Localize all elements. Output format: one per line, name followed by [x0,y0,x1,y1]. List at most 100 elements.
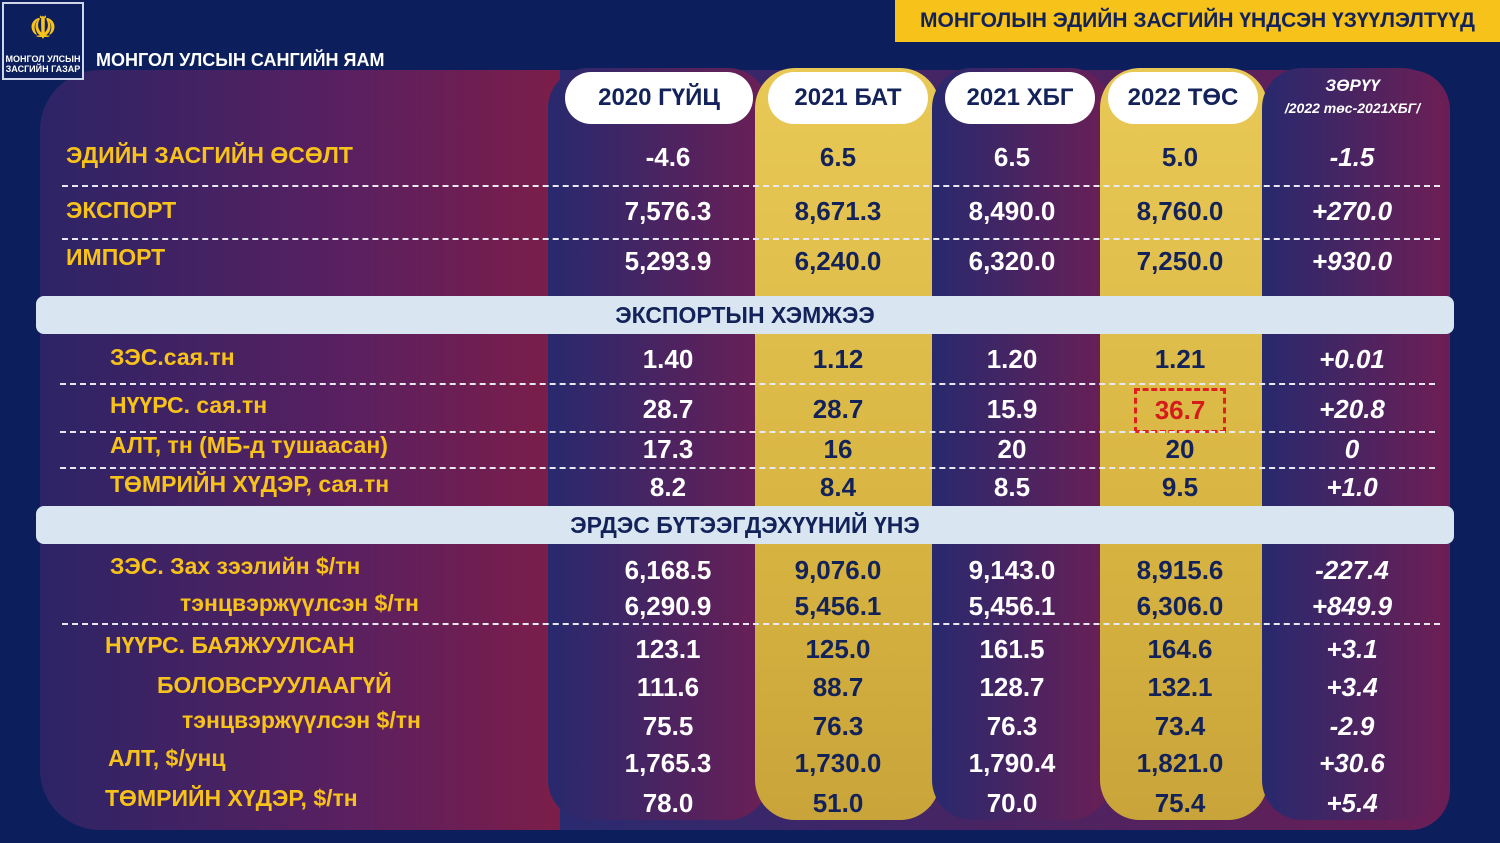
row-label: ЗЭС.сая.тн [110,344,235,370]
cell-value: 8.5 [993,472,1031,502]
cell-value: 5,293.9 [624,246,712,276]
cell-value: 1.40 [642,344,694,374]
row-divider [62,623,1440,625]
row-label: АЛТ, $/унц [108,745,226,771]
header-2022-tos: 2022 ТӨС [1108,72,1258,124]
ministry-name: МОНГОЛ УЛСЫН САНГИЙН ЯАМ [96,50,385,70]
row-label: АЛТ, тн (МБ-д тушаасан) [110,432,388,458]
cell-value: 161.5 [979,634,1045,664]
cell-value: 6.5 [993,142,1031,172]
cell-value: 8.4 [819,472,857,502]
cell-value: 9,076.0 [794,555,882,585]
diff-value: +5.4 [1326,788,1378,818]
cell-value: 73.4 [1154,711,1206,741]
cell-value: 51.0 [812,788,864,818]
cell-value: 16 [823,434,853,464]
row-divider [60,467,1435,469]
row-label: НҮҮРС. сая.тн [110,392,268,418]
column-2020 [548,68,768,820]
cell-value: 78.0 [642,788,694,818]
diff-title: ЗӨРҮҮ [1325,76,1380,95]
cell-value: 1,765.3 [624,748,712,778]
diff-value: +1.0 [1326,472,1378,502]
diff-subtitle: /2022 төс-2021ХБГ/ [1284,100,1421,116]
cell-value: -4.6 [645,142,691,172]
diff-value: +3.1 [1326,634,1378,664]
row-label: ТӨМРИЙН ХҮДЭР, сая.тн [110,471,390,497]
cell-value: 8.2 [649,472,687,502]
row-label: тэнцвэржүүлсэн $/тн [180,590,419,616]
row-label: ЭДИЙН ЗАСГИЙН ӨСӨЛТ [66,142,353,168]
cell-value: 20 [1165,434,1195,464]
cell-value: 75.4 [1154,788,1206,818]
cell-value: 76.3 [812,711,864,741]
cell-value: 6,320.0 [968,246,1056,276]
cell-value: 6,306.0 [1136,591,1224,621]
diff-value: +20.8 [1319,394,1385,424]
cell-value: 5.0 [1161,142,1199,172]
cell-value: 70.0 [986,788,1038,818]
cell-value: 1,790.4 [968,748,1056,778]
cell-value: 7,250.0 [1136,246,1224,276]
cell-value: 36.7 [1134,388,1226,433]
row-divider [62,238,1440,240]
cell-value: 1.21 [1154,344,1206,374]
cell-value: 132.1 [1147,672,1213,702]
row-label: ИМПОРТ [66,244,166,270]
cell-value: 8,915.6 [1136,555,1224,585]
diff-header: ЗӨРҮҮ /2022 төс-2021ХБГ/ [1265,76,1440,116]
cell-value: 164.6 [1147,634,1213,664]
diff-value: +930.0 [1311,246,1393,276]
cell-value: 20 [997,434,1027,464]
row-label: ТӨМРИЙН ХҮДЭР, $/тн [105,785,358,811]
diff-value: -227.4 [1315,555,1389,585]
cell-value: 1.20 [986,344,1038,374]
header-2021-hbg: 2021 ХБГ [945,72,1095,124]
cell-value: 8,490.0 [968,196,1056,226]
cell-value: 128.7 [979,672,1045,702]
cell-value: 111.6 [636,672,700,702]
government-logo: ☫ МОНГОЛ УЛСЫН ЗАСГИЙН ГАЗАР [2,2,84,80]
column-diff [1262,68,1442,820]
soyombo-icon: ☫ [29,12,57,45]
diff-value: +30.6 [1319,748,1385,778]
row-divider [60,431,1435,433]
diff-value: +3.4 [1326,672,1378,702]
cell-value: 1,821.0 [1136,748,1224,778]
row-label: НҮҮРС. БАЯЖУУЛСАН [105,632,355,658]
section-export-volume: ЭКСПОРТЫН ХЭМЖЭЭ [36,296,1454,334]
cell-value: 9.5 [1161,472,1199,502]
cell-value: 6,168.5 [624,555,712,585]
cell-value: 5,456.1 [968,591,1056,621]
cell-value: 1.12 [812,344,864,374]
row-divider [62,185,1440,187]
cell-value: 1,730.0 [794,748,882,778]
column-2021-bat [755,68,940,820]
diff-value: -2.9 [1329,711,1375,741]
cell-value: 76.3 [986,711,1038,741]
cell-value: 6.5 [819,142,857,172]
diff-value: +0.01 [1319,344,1385,374]
cell-value: 7,576.3 [624,196,712,226]
header-2021-bat: 2021 БАТ [768,72,928,124]
cell-value: 8,760.0 [1136,196,1224,226]
cell-value: 9,143.0 [968,555,1056,585]
cell-value: 6,290.9 [624,591,712,621]
section-mineral-prices: ЭРДЭС БҮТЭЭГДЭХҮҮНИЙ ҮНЭ [36,506,1454,544]
cell-value: 8,671.3 [794,196,882,226]
slide-title: МОНГОЛЫН ЭДИЙН ЗАСГИЙН ҮНДСЭН ҮЗҮҮЛЭЛТҮҮ… [895,0,1500,42]
column-2022-tos [1100,68,1268,820]
cell-value: 75.5 [642,711,694,741]
cell-value: 125.0 [805,634,871,664]
row-label: тэнцвэржүүлсэн $/тн [182,707,421,733]
column-2021-hbg [932,68,1110,820]
diff-value: 0 [1344,434,1360,464]
row-label: ЭКСПОРТ [66,197,177,223]
cell-value: 88.7 [812,672,864,702]
cell-value: 28.7 [812,394,864,424]
diff-value: -1.5 [1329,142,1375,172]
logo-text: МОНГОЛ УЛСЫН ЗАСГИЙН ГАЗАР [5,54,81,74]
row-divider [60,383,1435,385]
diff-value: +270.0 [1311,196,1393,226]
row-label: БОЛОВСРУУЛААГҮЙ [157,672,392,698]
